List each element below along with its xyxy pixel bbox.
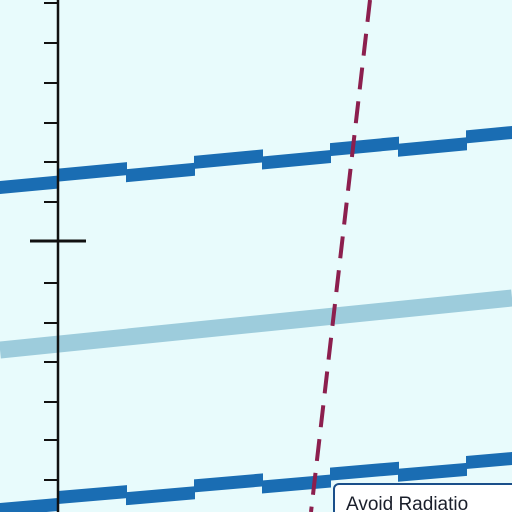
- road-segment: [126, 162, 195, 183]
- lower-stepped-road: [0, 452, 512, 512]
- upper-stepped-road: [0, 126, 512, 194]
- road-segment: [0, 497, 59, 512]
- road-segment: [194, 473, 263, 493]
- road-segment: [330, 461, 399, 481]
- legend-label: Avoid Radiatio: [346, 494, 468, 512]
- road-segment: [466, 452, 512, 469]
- road-segment: [0, 175, 59, 194]
- dashed-route-line: [309, 0, 372, 512]
- legend-box: Avoid Radiatio: [333, 483, 512, 512]
- road-segment: [398, 137, 467, 157]
- legend-frame: [333, 483, 512, 512]
- road-segment: [194, 149, 263, 169]
- road-segment: [126, 486, 195, 506]
- road-segment: [262, 149, 331, 170]
- light-blue-road: [0, 289, 512, 359]
- road-segment: [58, 162, 127, 182]
- road-segment: [330, 136, 399, 157]
- road-segment: [466, 126, 512, 144]
- road-segment: [398, 462, 467, 482]
- axis-ticks: [44, 2, 58, 481]
- vertical-axis: [30, 0, 86, 512]
- road-segment: [58, 485, 127, 505]
